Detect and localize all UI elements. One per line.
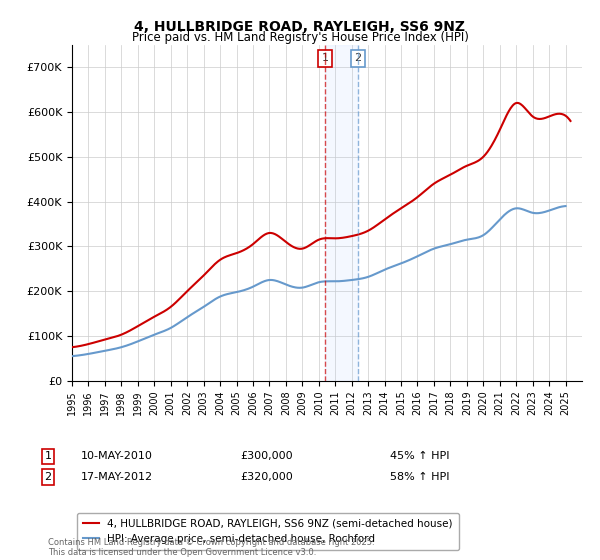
Text: £320,000: £320,000 (240, 472, 293, 482)
Text: 4, HULLBRIDGE ROAD, RAYLEIGH, SS6 9NZ: 4, HULLBRIDGE ROAD, RAYLEIGH, SS6 9NZ (134, 20, 466, 34)
Text: Price paid vs. HM Land Registry's House Price Index (HPI): Price paid vs. HM Land Registry's House … (131, 31, 469, 44)
Text: 58% ↑ HPI: 58% ↑ HPI (390, 472, 449, 482)
Text: Contains HM Land Registry data © Crown copyright and database right 2025.
This d: Contains HM Land Registry data © Crown c… (48, 538, 374, 557)
Text: £300,000: £300,000 (240, 451, 293, 461)
Text: 1: 1 (44, 451, 52, 461)
Text: 1: 1 (322, 53, 328, 63)
Text: 45% ↑ HPI: 45% ↑ HPI (390, 451, 449, 461)
Text: 17-MAY-2012: 17-MAY-2012 (81, 472, 153, 482)
Legend: 4, HULLBRIDGE ROAD, RAYLEIGH, SS6 9NZ (semi-detached house), HPI: Average price,: 4, HULLBRIDGE ROAD, RAYLEIGH, SS6 9NZ (s… (77, 512, 459, 550)
Text: 10-MAY-2010: 10-MAY-2010 (81, 451, 153, 461)
Text: 2: 2 (44, 472, 52, 482)
Text: 2: 2 (354, 53, 361, 63)
Bar (325, 45, 358, 381)
